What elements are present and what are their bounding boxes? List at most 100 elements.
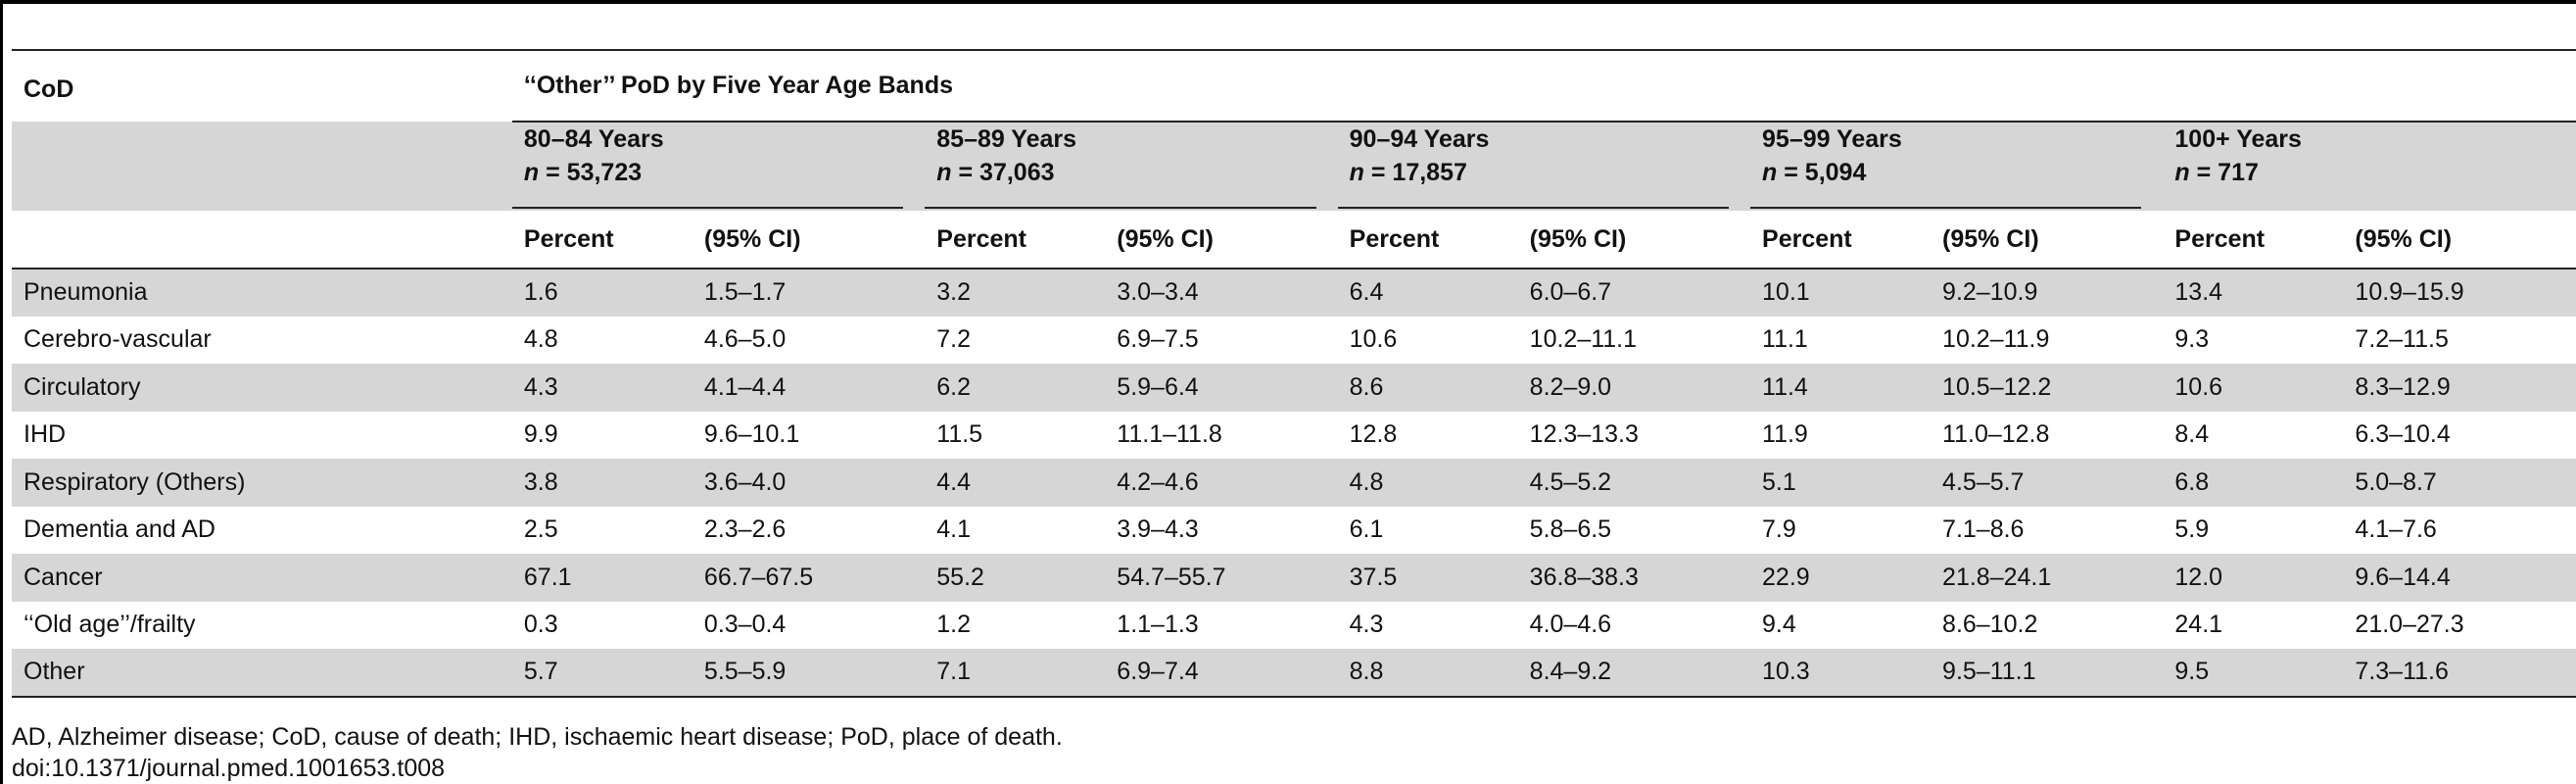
n-value: = 17,857 xyxy=(1363,159,1467,186)
cod-cell: Cancer xyxy=(12,554,512,602)
ci-cell: 1.5–1.7 xyxy=(692,269,926,317)
percent-cell: 5.1 xyxy=(1750,459,1932,507)
age-band-header: 80–84 Years n = 53,723 xyxy=(511,122,926,211)
age-band-n: n = 53,723 xyxy=(524,156,903,189)
age-band-n: n = 717 xyxy=(2174,156,2576,189)
cod-column-header: CoD xyxy=(24,74,74,103)
age-band-label: 85–89 Years xyxy=(936,125,1077,153)
ci-cell: 3.0–3.4 xyxy=(1105,269,1338,317)
table-footnote: AD, Alzheimer disease; CoD, cause of dea… xyxy=(12,723,1063,751)
header-row-spanner: CoD ‘‘Other’’ PoD by Five Year Age Bands xyxy=(12,51,2576,122)
ci-cell: 10.9–15.9 xyxy=(2343,269,2576,317)
percent-cell: 12.0 xyxy=(2163,554,2344,602)
n-value: = 717 xyxy=(2189,159,2259,186)
data-table: CoD ‘‘Other’’ PoD by Five Year Age Bands… xyxy=(12,51,2576,698)
ci-cell: 10.2–11.9 xyxy=(1942,325,2050,354)
percent-cell: 7.1 xyxy=(925,649,1106,698)
percent-cell: 3.8 xyxy=(511,459,692,507)
ci-cell: 5.5–5.9 xyxy=(692,649,926,698)
cod-cell: Respiratory (Others) xyxy=(12,459,512,507)
cod-cell: Circulatory xyxy=(12,364,512,412)
ci-header: (95% CI) xyxy=(2343,211,2576,270)
ci-cell: 4.0–4.6 xyxy=(1529,611,1612,639)
n-value: = 53,723 xyxy=(539,159,643,186)
cod-header-blank xyxy=(12,122,512,211)
ci-cell: 6.3–10.4 xyxy=(2355,420,2451,449)
ci-cell: 11.0–12.8 xyxy=(1942,420,2050,449)
cod-cell: Other xyxy=(12,649,512,698)
n-symbol: n xyxy=(523,159,540,186)
ci-cell: 3.6–4.0 xyxy=(692,459,926,507)
ci-cell: 9.6–10.1 xyxy=(703,420,800,449)
percent-cell: 6.4 xyxy=(1337,269,1518,317)
percent-cell: 5.7 xyxy=(511,649,692,698)
cod-cell: Dementia and AD xyxy=(24,515,215,544)
ci-cell: 7.1–8.6 xyxy=(1942,515,2025,544)
percent-cell: 0.3 xyxy=(523,611,558,639)
age-band-n: n = 5,094 xyxy=(1762,156,2141,189)
percent-cell: 4.1 xyxy=(936,515,972,544)
table-row: ‘‘Old age’’/frailty 0.3 0.3–0.4 1.2 1.1–1.3 4… xyxy=(12,602,2576,650)
ci-cell: 6.0–6.7 xyxy=(1517,269,1751,317)
header-row-age-bands: 80–84 Years n = 53,723 85–89 Years n = 3… xyxy=(12,122,2576,211)
ci-cell: 54.7–55.7 xyxy=(1105,554,1338,602)
age-band-header: 100+ Years n = 717 xyxy=(2163,122,2576,211)
ci-cell: 8.2–9.0 xyxy=(1517,364,1751,412)
ci-cell: 4.6–5.0 xyxy=(703,325,787,354)
percent-cell: 4.8 xyxy=(1337,459,1518,507)
percent-cell: 9.9 xyxy=(523,420,558,449)
percent-cell: 5.9 xyxy=(2174,515,2210,544)
percent-cell: 7.2 xyxy=(936,325,972,354)
table-row: Cerebro-vascular 4.8 4.6–5.0 7.2 6.9–7.5 10.6… xyxy=(12,317,2576,365)
n-value: = 5,094 xyxy=(1777,159,1867,186)
ci-cell: 5.9–6.4 xyxy=(1105,364,1338,412)
header-row-measures: Percent (95% CI) Percent (95% CI) Percen… xyxy=(12,211,2576,270)
table-row: IHD 9.9 9.6–10.1 11.5 11.1–11.8 12.8 12.3–13.3… xyxy=(12,412,2576,460)
percent-cell: 11.4 xyxy=(1750,364,1932,412)
percent-cell: 67.1 xyxy=(511,554,692,602)
n-symbol: n xyxy=(1349,159,1364,186)
age-band-label: 95–99 Years xyxy=(1762,125,1902,153)
table-row: Cancer 67.1 66.7–67.5 55.2 54.7–55.7 37.5 36.8… xyxy=(12,554,2576,602)
ci-cell: 21.8–24.1 xyxy=(1931,554,2164,602)
percent-cell: 10.3 xyxy=(1750,649,1932,698)
ci-cell: 4.5–5.7 xyxy=(1931,459,2164,507)
percent-header: Percent xyxy=(511,211,692,270)
percent-cell: 11.5 xyxy=(936,420,983,449)
n-symbol: n xyxy=(936,159,952,186)
n-symbol: n xyxy=(1762,159,1778,186)
age-band-header: 95–99 Years n = 5,094 xyxy=(1750,122,2164,211)
table-body: Pneumonia 1.6 1.5–1.7 3.2 3.0–3.4 6.4 6.0–6.7 1… xyxy=(12,269,2576,698)
ci-cell: 4.1–7.6 xyxy=(2355,515,2437,544)
cod-cell: Cerebro-vascular xyxy=(24,325,212,354)
n-value: = 37,063 xyxy=(951,159,1055,186)
ci-cell: 8.6–10.2 xyxy=(1942,611,2038,639)
percent-header: Percent xyxy=(2163,211,2344,270)
ci-cell: 8.4–9.2 xyxy=(1517,649,1751,698)
percent-cell: 8.6 xyxy=(1337,364,1518,412)
table-row: Pneumonia 1.6 1.5–1.7 3.2 3.0–3.4 6.4 6.0–6.7 1… xyxy=(12,269,2576,317)
percent-header: Percent xyxy=(1337,211,1518,270)
ci-cell: 6.9–7.4 xyxy=(1105,649,1338,698)
ci-cell: 12.3–13.3 xyxy=(1529,420,1639,449)
ci-cell: 21.0–27.3 xyxy=(2355,611,2464,639)
percent-cell: 24.1 xyxy=(2174,611,2223,639)
table-row: Dementia and AD 2.5 2.3–2.6 4.1 3.9–4.3 6.1 5.… xyxy=(12,507,2576,555)
age-bands-spanner-header: ‘‘Other’’ PoD by Five Year Age Bands xyxy=(511,51,2576,122)
age-band-n: n = 37,063 xyxy=(936,156,1315,189)
ci-cell: 6.9–7.5 xyxy=(1117,325,1199,354)
ci-cell: 10.2–11.1 xyxy=(1529,325,1638,354)
percent-cell: 6.1 xyxy=(1349,515,1384,544)
ci-cell: 10.5–12.2 xyxy=(1931,364,2164,412)
ci-cell: 7.2–11.5 xyxy=(2355,325,2449,354)
ci-header: (95% CI) xyxy=(1105,211,1338,270)
percent-cell: 10.1 xyxy=(1750,269,1932,317)
percent-cell: 1.6 xyxy=(511,269,692,317)
ci-cell: 0.3–0.4 xyxy=(703,611,787,639)
percent-cell: 10.6 xyxy=(1349,325,1398,354)
cod-cell: IHD xyxy=(24,420,67,449)
ci-cell: 9.2–10.9 xyxy=(1931,269,2164,317)
percent-cell: 6.2 xyxy=(925,364,1106,412)
age-band-header: 85–89 Years n = 37,063 xyxy=(925,122,1338,211)
percent-cell: 6.8 xyxy=(2163,459,2344,507)
